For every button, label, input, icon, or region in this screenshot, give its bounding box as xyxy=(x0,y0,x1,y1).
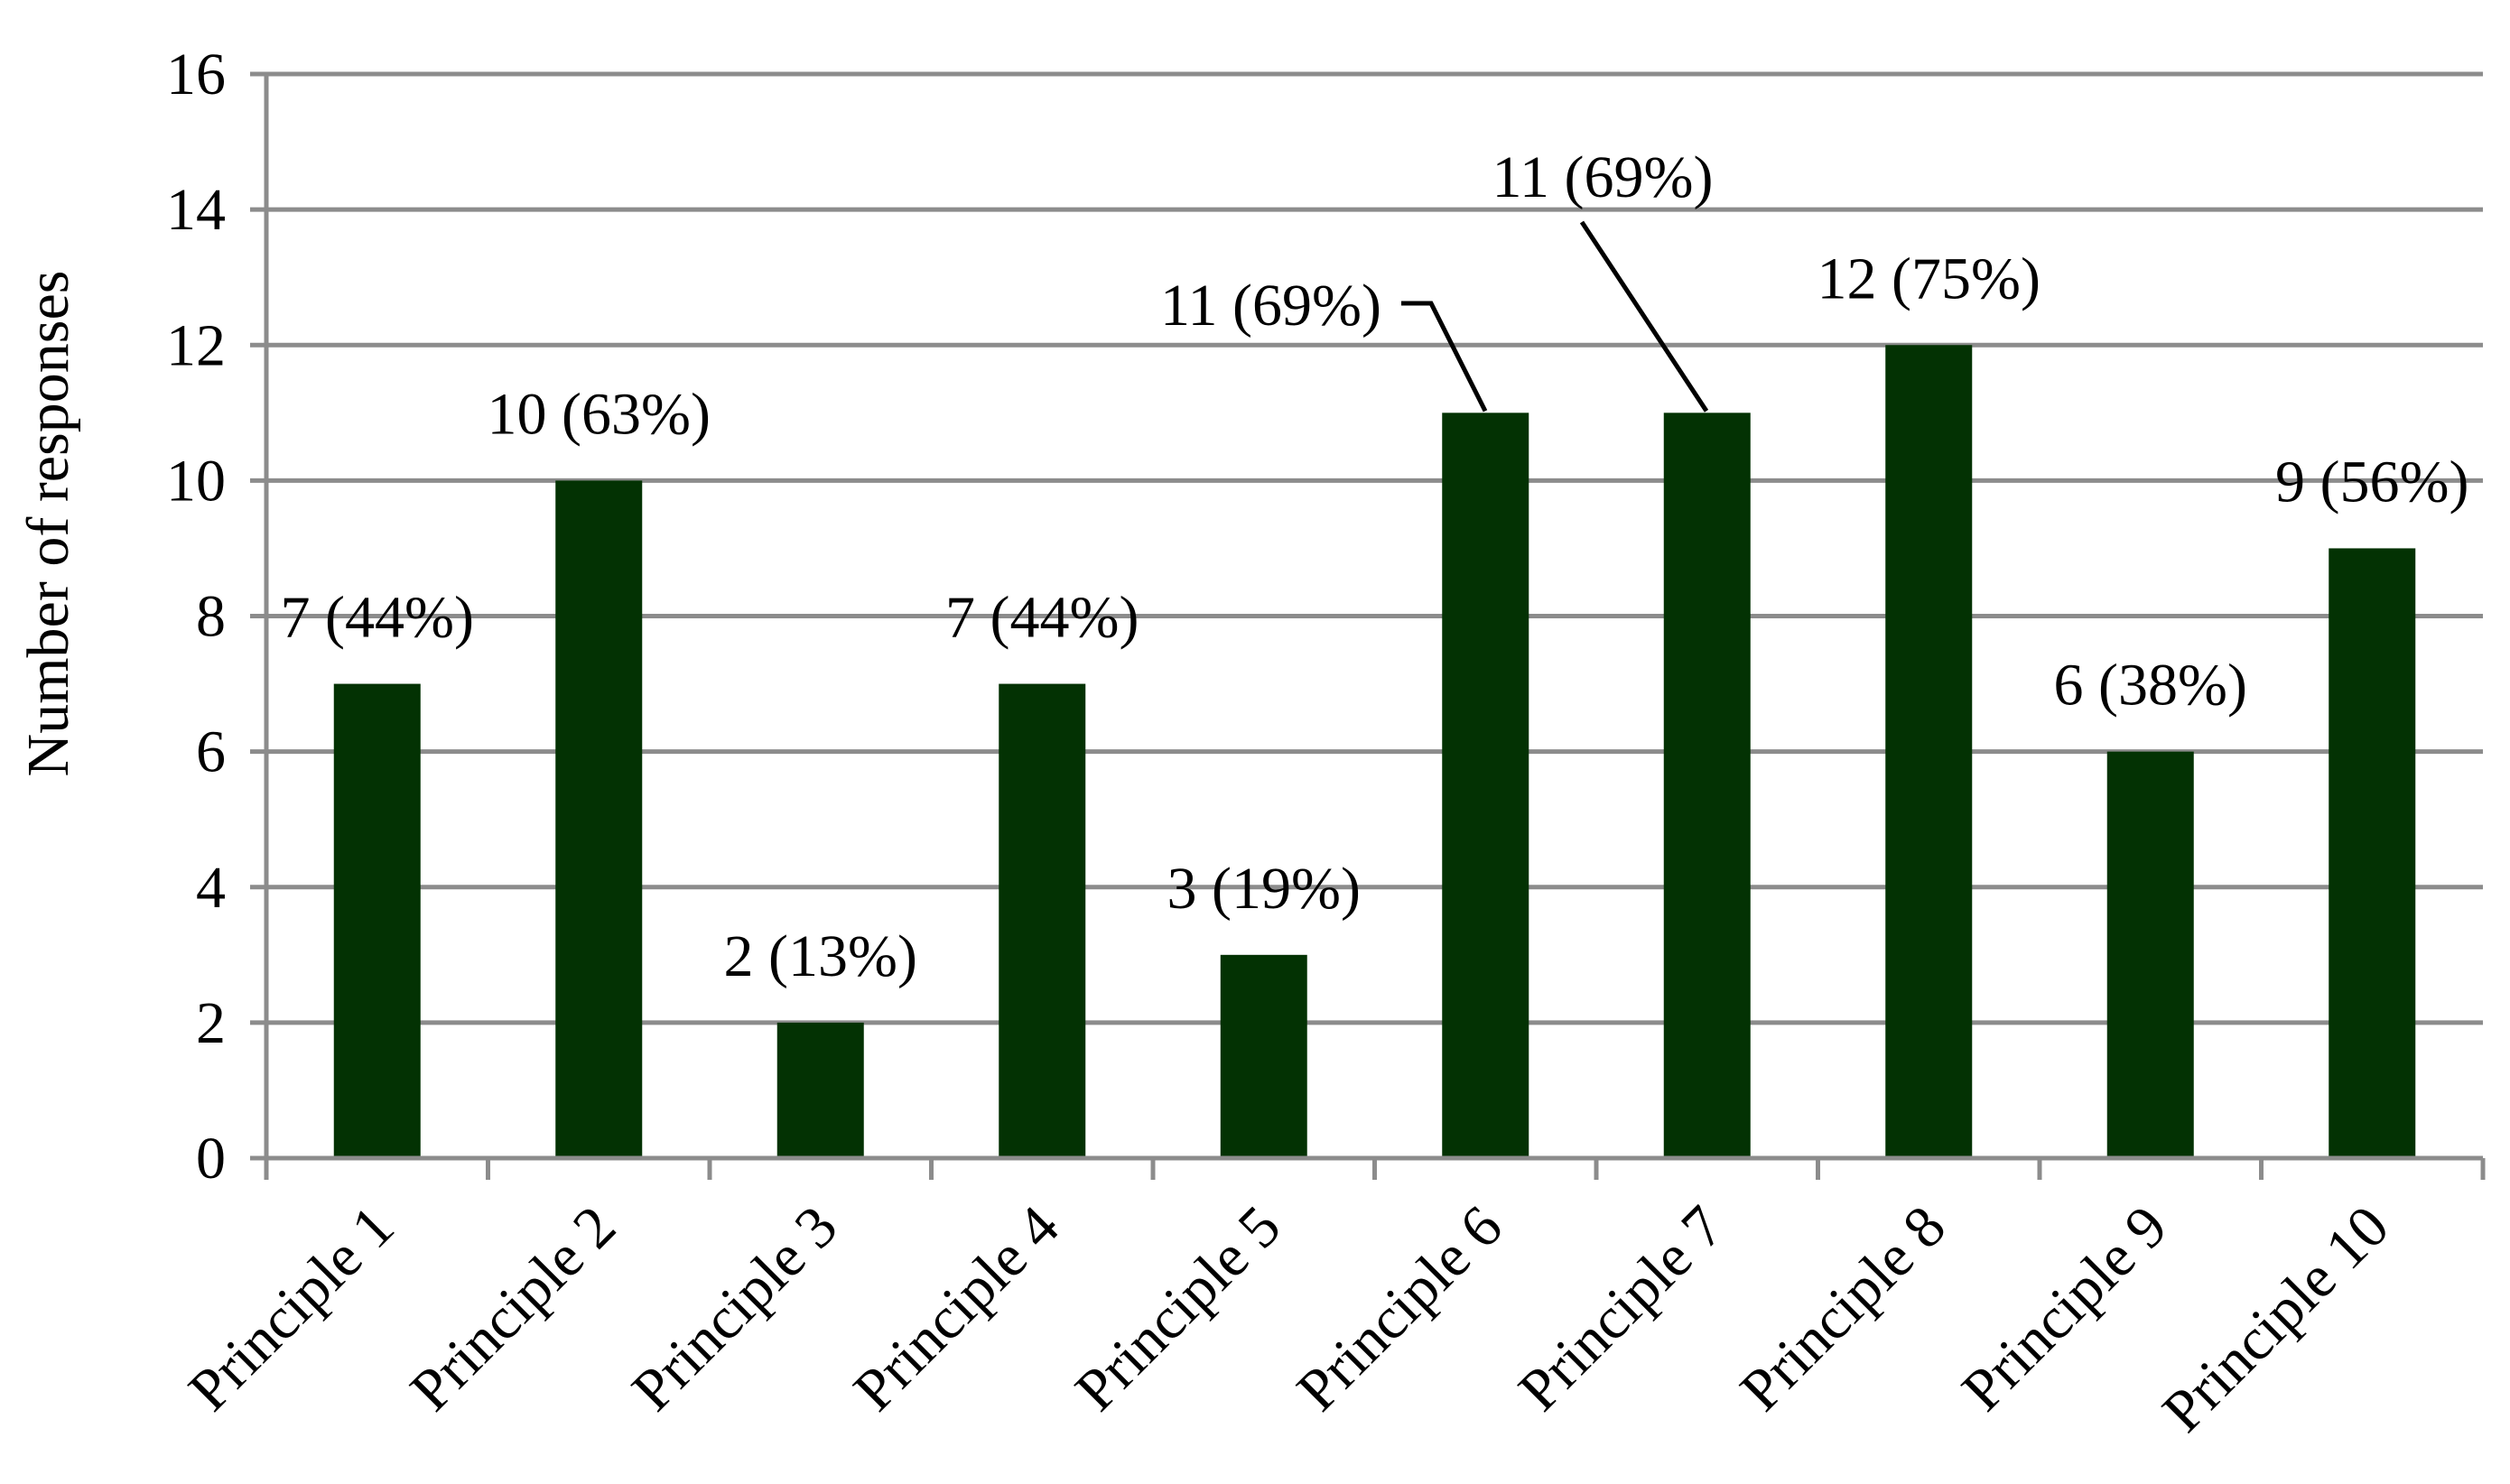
x-tick-label-5: Principle 5 xyxy=(1063,1193,1293,1424)
x-tick-label-1: Principle 1 xyxy=(176,1193,406,1424)
data-label-5: 3 (19%) xyxy=(1167,856,1361,922)
bar-5 xyxy=(1220,954,1307,1158)
y-tick-labels: 0 2 4 6 8 10 12 14 16 xyxy=(166,42,226,1192)
x-tick-label-7: Principle 7 xyxy=(1506,1193,1736,1424)
y-tick-label-14: 14 xyxy=(166,177,226,243)
y-tick-label-4: 4 xyxy=(196,855,226,921)
bar-4 xyxy=(999,683,1086,1158)
data-label-9: 6 (38%) xyxy=(2054,653,2247,719)
y-axis-title: Number of responses xyxy=(15,271,81,777)
bar-9 xyxy=(2106,751,2194,1158)
y-tick-label-12: 12 xyxy=(166,312,226,378)
data-label-4: 7 (44%) xyxy=(945,585,1139,651)
x-tick-label-9: Principle 9 xyxy=(1949,1193,2180,1424)
bar-2 xyxy=(555,480,643,1158)
x-tick-label-3: Principle 3 xyxy=(619,1193,850,1424)
bar-6 xyxy=(1442,413,1529,1158)
data-label-3: 2 (13%) xyxy=(724,923,917,989)
bar-10 xyxy=(2329,548,2416,1158)
y-tick-label-2: 2 xyxy=(196,990,226,1056)
y-tick-label-0: 0 xyxy=(196,1126,226,1192)
data-label-1: 7 (44%) xyxy=(281,585,474,651)
x-tick-label-2: Principle 2 xyxy=(398,1193,628,1424)
data-label-10: 9 (56%) xyxy=(2275,449,2468,515)
bar-1 xyxy=(333,683,421,1158)
bar-3 xyxy=(776,1022,864,1158)
x-tick-label-6: Principle 6 xyxy=(1285,1193,1515,1424)
bar-8 xyxy=(1885,345,1973,1158)
data-label-2: 10 (63%) xyxy=(488,381,711,447)
x-tick-label-4: Principle 4 xyxy=(841,1193,1072,1424)
data-label-6: 11 (69%) xyxy=(1160,273,1381,339)
data-labels: 7 (44%) 10 (63%) 2 (13%) 7 (44%) 3 (19%) 11 (… xyxy=(281,144,2469,989)
bars xyxy=(333,345,2416,1158)
x-tick-label-8: Principle 8 xyxy=(1728,1193,1958,1424)
bar-7 xyxy=(1663,413,1751,1158)
x-tick-label-10: Principle 10 xyxy=(2150,1193,2401,1444)
y-tick-label-6: 6 xyxy=(196,719,226,785)
leader-line-6 xyxy=(1401,301,1488,413)
data-label-7: 11 (69%) xyxy=(1492,144,1714,210)
leader-line-7 xyxy=(1579,220,1709,413)
axes xyxy=(250,71,2486,1180)
y-tick-label-8: 8 xyxy=(196,584,226,650)
data-label-8: 12 (75%) xyxy=(1817,246,2041,311)
y-tick-label-10: 10 xyxy=(166,448,226,514)
y-tick-label-16: 16 xyxy=(166,42,226,107)
